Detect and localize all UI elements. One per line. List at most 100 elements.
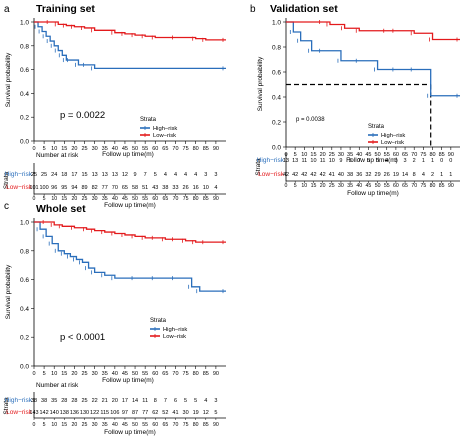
risk-table-cell: 17 bbox=[71, 172, 77, 178]
risk-table-cell: 25 bbox=[31, 172, 37, 178]
risk-table-x-tick-label: 25 bbox=[329, 183, 335, 189]
risk-table-x-tick-label: 45 bbox=[366, 183, 372, 189]
risk-table-cell: 24 bbox=[51, 172, 57, 178]
x-tick-label: 70 bbox=[172, 371, 178, 377]
risk-table-cell: 143 bbox=[29, 410, 38, 416]
risk-table-cell: 3 bbox=[204, 172, 207, 178]
risk-table-x-tick-label: 10 bbox=[51, 422, 57, 428]
y-tick-label: 0.6 bbox=[20, 277, 29, 284]
risk-table-cell: 4 bbox=[422, 172, 425, 178]
y-tick-label: 0.0 bbox=[272, 145, 281, 152]
risk-table-cell: 138 bbox=[60, 410, 69, 416]
risk-table-x-tick-label: 75 bbox=[420, 183, 426, 189]
risk-table-cell: 16 bbox=[193, 185, 199, 191]
risk-table-cell: 32 bbox=[365, 172, 371, 178]
risk-table-cell: 13 bbox=[102, 172, 108, 178]
risk-table-cell: 17 bbox=[122, 398, 128, 404]
risk-table-x-tick-label: 85 bbox=[203, 196, 209, 202]
x-tick-label: 55 bbox=[142, 371, 148, 377]
risk-table-x-tick-label: 35 bbox=[102, 196, 108, 202]
y-tick-label: 1.0 bbox=[20, 220, 29, 227]
risk-table-cell: 4 bbox=[385, 158, 388, 164]
risk-table-cell: 12 bbox=[122, 172, 128, 178]
risk-table-title: Number at risk bbox=[36, 382, 79, 389]
km-curve-low-risk bbox=[34, 21, 226, 41]
risk-table-cell: 97 bbox=[122, 410, 128, 416]
risk-table-cell: 11 bbox=[301, 158, 307, 164]
risk-table-row-label: High−risk bbox=[5, 397, 33, 404]
risk-table-cell: 42 bbox=[320, 172, 326, 178]
x-tick-label: 10 bbox=[51, 146, 57, 152]
risk-table-x-tick-label: 10 bbox=[51, 196, 57, 202]
risk-table-x-tick-label: 55 bbox=[142, 422, 148, 428]
risk-table-x-tick-label: 35 bbox=[347, 183, 353, 189]
y-tick-label: 0.0 bbox=[20, 364, 29, 371]
risk-table-cell: 3 bbox=[214, 398, 217, 404]
x-tick-label: 55 bbox=[384, 152, 390, 158]
x-tick-label: 0 bbox=[32, 146, 35, 152]
x-axis-label: Follow up time(m) bbox=[102, 377, 154, 384]
x-tick-label: 25 bbox=[81, 146, 87, 152]
km-curve-high-risk bbox=[286, 21, 460, 97]
risk-table-cell: 13 bbox=[92, 172, 98, 178]
risk-table-cell: 1 bbox=[431, 158, 434, 164]
risk-table-cell: 0 bbox=[440, 158, 443, 164]
x-tick-label: 90 bbox=[213, 371, 219, 377]
y-tick-label: 0.2 bbox=[20, 115, 29, 122]
risk-table-cell: 42 bbox=[292, 172, 298, 178]
risk-table-x-tick-label: 65 bbox=[402, 183, 408, 189]
x-tick-label: 25 bbox=[329, 152, 335, 158]
y-tick-label: 1.0 bbox=[272, 20, 281, 27]
y-axis-label: Survival probability bbox=[5, 264, 12, 319]
risk-table-x-tick-label: 25 bbox=[82, 196, 88, 202]
risk-table-cell: 51 bbox=[142, 185, 148, 191]
risk-table-cell: 25 bbox=[41, 172, 47, 178]
x-tick-label: 90 bbox=[448, 152, 454, 158]
y-tick-label: 0.2 bbox=[20, 335, 29, 342]
risk-table-x-tick-label: 75 bbox=[183, 196, 189, 202]
risk-table-cell: 11 bbox=[320, 158, 326, 164]
risk-table-cell: 5 bbox=[194, 398, 197, 404]
y-tick-label: 0.8 bbox=[20, 248, 29, 255]
legend-label: Low−risk bbox=[381, 140, 404, 146]
panel-letter: c bbox=[4, 201, 9, 212]
x-tick-label: 75 bbox=[183, 146, 189, 152]
risk-table-x-tick-label: 10 bbox=[301, 183, 307, 189]
risk-table-cell: 1 bbox=[449, 172, 452, 178]
y-tick-label: 0.8 bbox=[20, 43, 29, 50]
risk-table-cell: 2 bbox=[431, 172, 434, 178]
risk-table-cell: 1 bbox=[440, 172, 443, 178]
x-tick-label: 20 bbox=[71, 146, 77, 152]
risk-table-cell: 0 bbox=[449, 158, 452, 164]
km-curve-high-risk bbox=[34, 221, 226, 292]
km-curve-high-risk bbox=[34, 21, 226, 70]
risk-table-cell: 33 bbox=[172, 185, 178, 191]
risk-table-cell: 12 bbox=[203, 410, 209, 416]
risk-table-x-tick-label: 20 bbox=[72, 422, 78, 428]
risk-table-cell: 140 bbox=[50, 410, 59, 416]
risk-table-x-tick-label: 40 bbox=[112, 196, 118, 202]
risk-table-cell: 5 bbox=[154, 172, 157, 178]
risk-table-x-tick-label: 40 bbox=[112, 422, 118, 428]
risk-table-x-tick-label: 5 bbox=[43, 196, 46, 202]
risk-table-cell: 28 bbox=[71, 398, 77, 404]
y-tick-label: 0.8 bbox=[272, 45, 281, 52]
risk-table-cell: 18 bbox=[61, 172, 67, 178]
risk-table-cell: 40 bbox=[338, 172, 344, 178]
risk-table-x-tick-label: 15 bbox=[61, 196, 67, 202]
risk-table-x-tick-label: 40 bbox=[356, 183, 362, 189]
legend-label: High−risk bbox=[381, 133, 405, 139]
risk-table-cell: 11 bbox=[142, 398, 148, 404]
x-tick-label: 40 bbox=[112, 146, 118, 152]
risk-table-cell: 26 bbox=[384, 172, 390, 178]
risk-table-cell: 19 bbox=[393, 172, 399, 178]
y-tick-label: 0.0 bbox=[20, 139, 29, 146]
risk-table-x-tick-label: 60 bbox=[152, 196, 158, 202]
x-tick-label: 65 bbox=[162, 371, 168, 377]
x-tick-label: 80 bbox=[193, 371, 199, 377]
risk-table-cell: 136 bbox=[70, 410, 79, 416]
risk-table-cell: 1 bbox=[422, 158, 425, 164]
